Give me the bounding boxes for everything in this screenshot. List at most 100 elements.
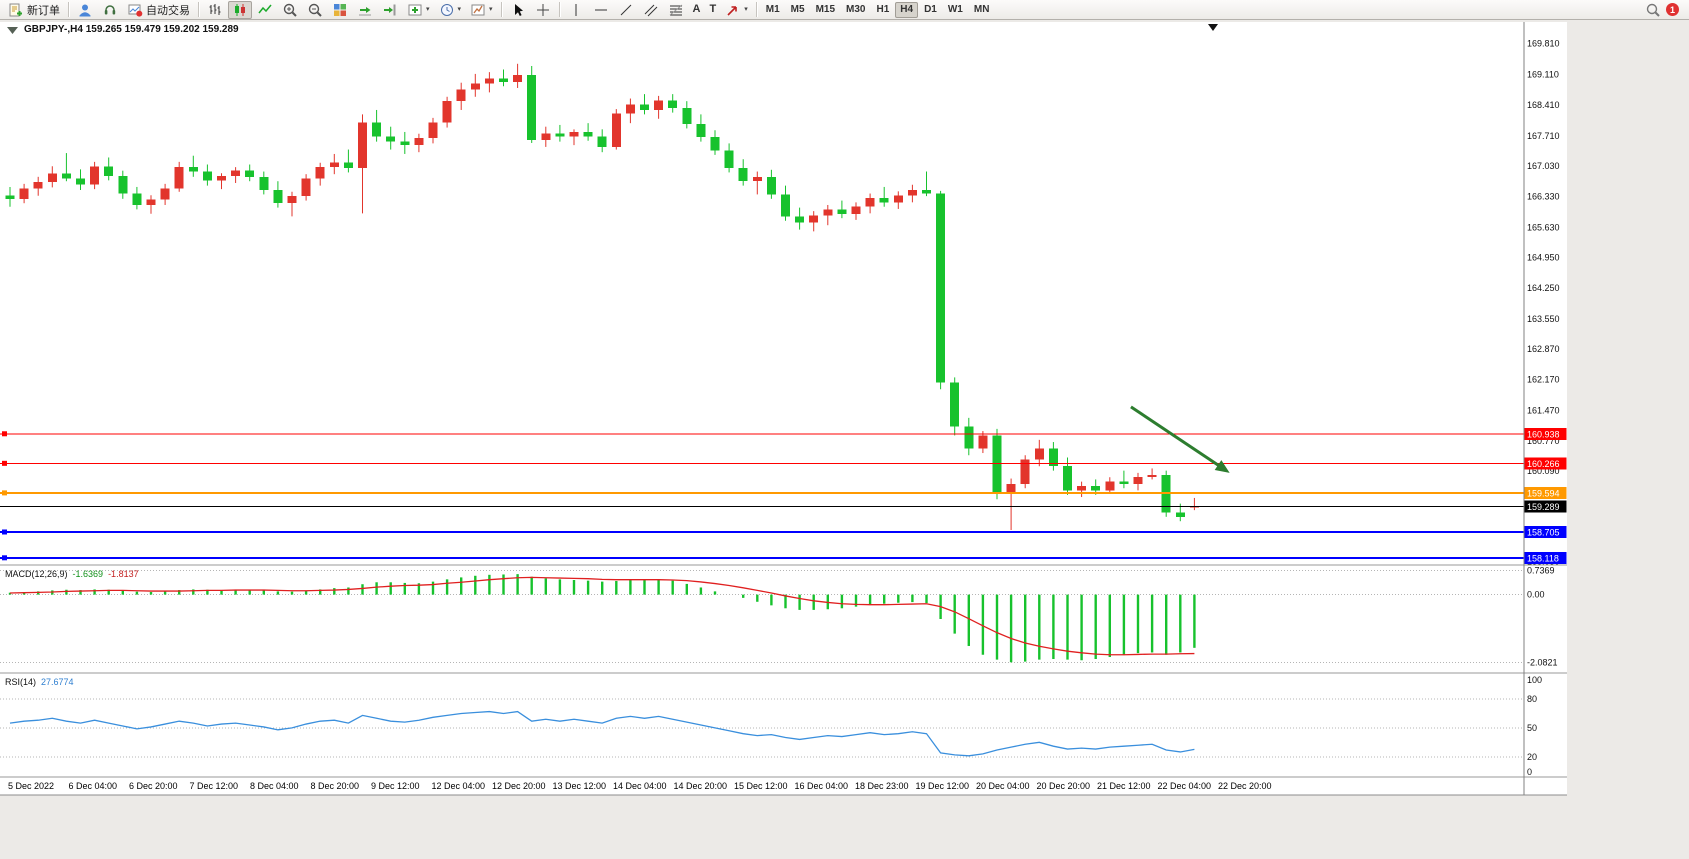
svg-text:21 Dec 12:00: 21 Dec 12:00 <box>1097 781 1151 791</box>
svg-text:18 Dec 23:00: 18 Dec 23:00 <box>855 781 909 791</box>
tile-windows-button[interactable] <box>328 1 352 19</box>
rsi-indicator-label: RSI(14) 27.6774 <box>5 677 74 687</box>
svg-text:15 Dec 12:00: 15 Dec 12:00 <box>734 781 788 791</box>
svg-text:20: 20 <box>1527 752 1537 762</box>
main-toolbar: 新订单 自动交易 <box>0 0 1689 20</box>
price-axis-tick: 164.950 <box>1527 252 1560 262</box>
timeframe-m15-button[interactable]: M15 <box>815 4 836 15</box>
auto-trading-button[interactable]: 自动交易 <box>123 1 194 19</box>
timeframe-m30-button[interactable]: M30 <box>846 4 866 15</box>
search-icon <box>1646 3 1660 17</box>
zoom-in-button[interactable] <box>278 1 302 19</box>
cursor-tool-button[interactable] <box>506 1 530 19</box>
timeframe-h4-button[interactable]: H4 <box>895 1 919 18</box>
price-axis-tick: 162.870 <box>1527 344 1560 354</box>
timeframe-w1-button[interactable]: W1 <box>947 4 963 15</box>
candlestick-mode-button[interactable] <box>228 0 252 19</box>
fibonacci-icon <box>669 4 682 15</box>
auto-scroll-button[interactable] <box>353 1 377 19</box>
line-chart-mode-button[interactable] <box>253 1 277 19</box>
support-resistance-line[interactable]: 160.938 <box>0 427 1567 440</box>
cursor-icon <box>514 3 523 16</box>
trendline-tool-button[interactable] <box>614 1 638 19</box>
svg-text:12 Dec 20:00: 12 Dec 20:00 <box>492 781 546 791</box>
indicators-button[interactable]: ▾ <box>403 1 434 19</box>
chart-shift-marker[interactable] <box>1208 24 1218 31</box>
svg-text:158.118: 158.118 <box>1527 553 1559 563</box>
price-axis-tick: 164.250 <box>1527 283 1560 293</box>
toolbar-separator <box>68 2 69 17</box>
svg-text:7 Dec 12:00: 7 Dec 12:00 <box>190 781 239 791</box>
price-axis-tick: 160.090 <box>1527 466 1560 476</box>
candlestick-icon <box>235 3 245 16</box>
label-tool-button[interactable]: T <box>706 1 721 19</box>
one-click-trading-toggle[interactable] <box>6 25 19 35</box>
crosshair-tool-button[interactable] <box>531 1 555 19</box>
support-resistance-line[interactable]: 158.705 <box>0 525 1567 538</box>
price-axis-tick: 169.110 <box>1527 69 1559 79</box>
arrow-objects-icon <box>727 5 738 16</box>
current-price-line[interactable]: 159.289 <box>0 500 1567 513</box>
timeframe-d1-button[interactable]: D1 <box>924 4 937 15</box>
toolbar-separator <box>755 2 757 17</box>
zoom-in-icon <box>283 3 297 17</box>
svg-text:13 Dec 12:00: 13 Dec 12:00 <box>553 781 607 791</box>
support-resistance-line[interactable]: 158.118 <box>0 551 1567 564</box>
toolbar-separator <box>558 2 560 17</box>
svg-text:12 Dec 04:00: 12 Dec 04:00 <box>432 781 486 791</box>
horizontal-line-tool-button[interactable] <box>589 1 613 19</box>
svg-text:22 Dec 04:00: 22 Dec 04:00 <box>1158 781 1212 791</box>
tile-windows-icon <box>334 3 346 16</box>
search-button[interactable] <box>1641 1 1665 19</box>
timeframe-mn-button[interactable]: MN <box>973 4 990 15</box>
timeframe-m1-button[interactable]: M1 <box>765 4 780 15</box>
vertical-line-icon <box>575 3 577 16</box>
rsi-name: RSI(14) <box>5 677 37 687</box>
templates-button[interactable]: ▾ <box>466 1 497 19</box>
text-tool-button[interactable]: A <box>689 1 705 19</box>
new-order-button[interactable]: 新订单 <box>4 1 64 19</box>
svg-text:-2.0821: -2.0821 <box>1527 657 1558 667</box>
candlestick-series <box>5 63 1199 531</box>
timeframe-m5-button[interactable]: M5 <box>790 4 805 15</box>
zoom-out-button[interactable] <box>303 1 327 19</box>
svg-text:0: 0 <box>1527 767 1532 777</box>
time-axis: 5 Dec 2022 6 Dec 04:00 6 Dec 20:00 7 Dec 12… <box>8 781 1272 791</box>
timeframe-h1-button[interactable]: H1 <box>876 4 890 15</box>
price-line-label <box>1524 525 1567 538</box>
channel-tool-button[interactable] <box>639 1 663 19</box>
chart-window: 0.7369 0.00 -2.0821 100 80 50 20 0 169.810 169.11… <box>0 20 1689 859</box>
svg-text:158.705: 158.705 <box>1527 527 1560 537</box>
trend-arrow-annotation[interactable] <box>1130 405 1230 473</box>
zoom-out-icon <box>308 3 322 17</box>
price-line-label <box>1524 427 1567 440</box>
vertical-line-tool-button[interactable] <box>564 1 588 19</box>
periods-button[interactable]: ▾ <box>435 1 466 19</box>
support-resistance-line[interactable]: 160.266 <box>0 457 1567 470</box>
bar-chart-mode-button[interactable] <box>203 1 227 19</box>
rsi-pane: 100 80 50 20 0 <box>0 675 1542 777</box>
chevron-down-icon: ▾ <box>426 6 430 13</box>
svg-text:159.594: 159.594 <box>1527 488 1560 498</box>
svg-text:6 Dec 20:00: 6 Dec 20:00 <box>129 781 178 791</box>
templates-icon <box>471 4 485 15</box>
svg-text:50: 50 <box>1527 723 1537 733</box>
price-line-label <box>1524 486 1567 499</box>
auto-trading-label: 自动交易 <box>146 4 190 17</box>
svg-text:16 Dec 04:00: 16 Dec 04:00 <box>795 781 849 791</box>
new-order-icon <box>9 3 22 16</box>
chart-shift-button[interactable] <box>378 1 402 19</box>
chart-title: GBPJPY-,H4 159.265 159.479 159.202 159.2… <box>24 24 239 35</box>
svg-text:8 Dec 04:00: 8 Dec 04:00 <box>250 781 299 791</box>
support-button[interactable] <box>98 1 122 19</box>
chart-canvas[interactable]: 0.7369 0.00 -2.0821 100 80 50 20 0 169.810 169.11… <box>0 20 1689 859</box>
macd-signal-value: -1.8137 <box>108 569 139 579</box>
notification-badge[interactable]: 1 <box>1666 3 1679 16</box>
price-axis-tick: 166.330 <box>1527 192 1560 202</box>
support-resistance-line[interactable]: 159.594 <box>0 486 1567 499</box>
arrows-tool-button[interactable]: ▾ <box>721 1 752 19</box>
price-line-label <box>1524 551 1567 564</box>
price-axis-tick: 161.470 <box>1527 405 1560 415</box>
fibonacci-tool-button[interactable] <box>664 1 688 19</box>
profile-button[interactable] <box>73 1 97 19</box>
